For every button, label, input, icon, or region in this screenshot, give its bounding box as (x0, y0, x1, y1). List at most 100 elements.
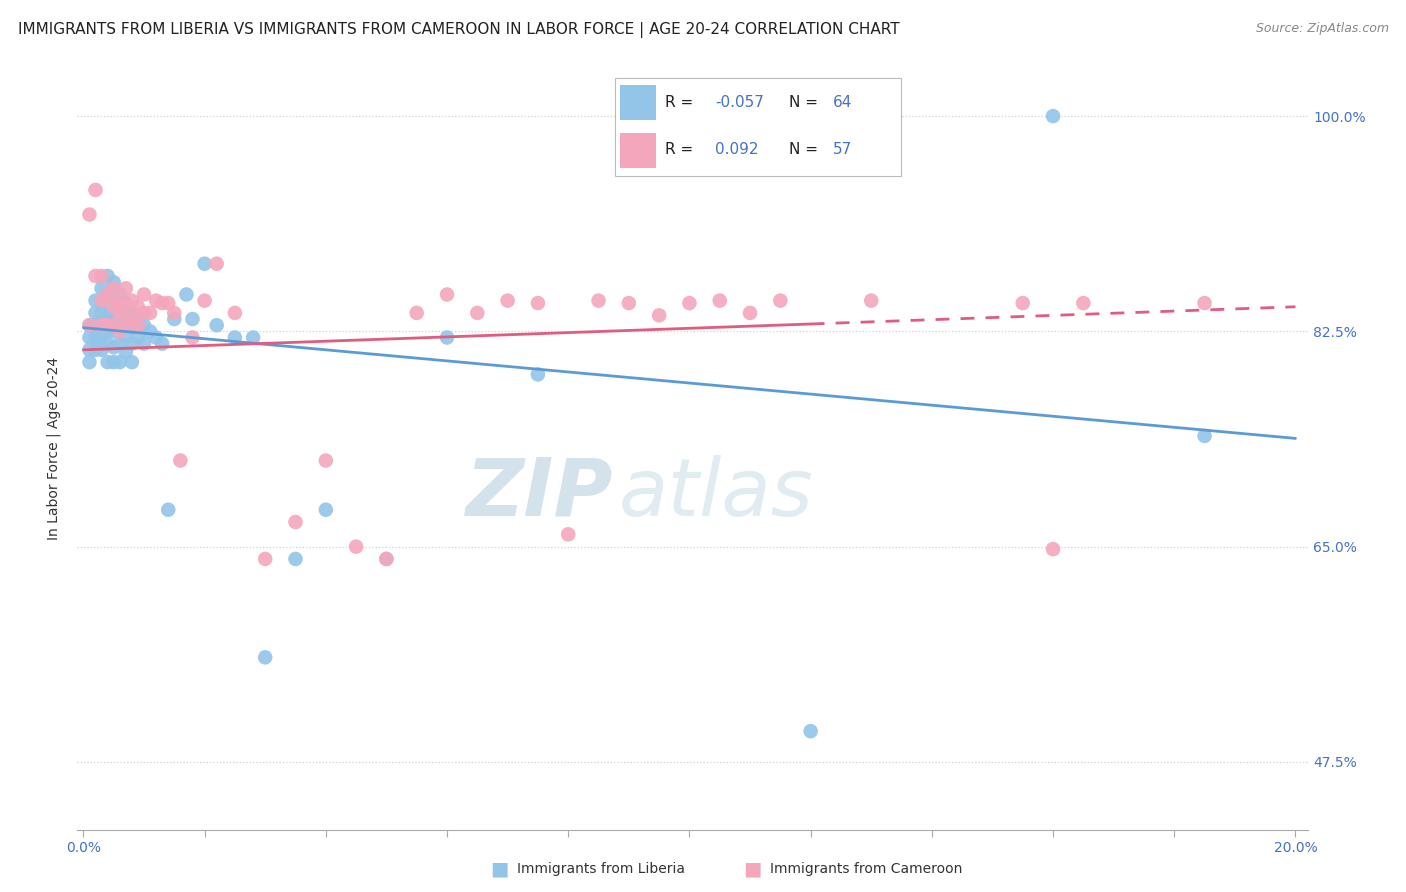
Text: N =: N = (789, 95, 823, 110)
Point (145, 293, 167, 308)
Point (157, 502, 180, 516)
Text: 0.092: 0.092 (716, 142, 758, 157)
Point (103, 281, 125, 295)
Point (79, 355, 101, 369)
Text: Source: ZipAtlas.com: Source: ZipAtlas.com (1256, 22, 1389, 36)
Point (405, 306, 427, 320)
FancyBboxPatch shape (620, 133, 655, 168)
Point (181, 312, 204, 326)
Point (139, 324, 162, 338)
Point (1011, 296, 1033, 310)
Point (709, 293, 731, 308)
Point (344, 540, 367, 554)
Point (436, 287, 458, 301)
Point (103, 300, 125, 314)
Point (315, 453, 337, 467)
Point (181, 330, 204, 344)
Point (496, 293, 519, 308)
Point (108, 355, 131, 369)
Point (132, 318, 155, 333)
Point (97, 287, 120, 301)
Point (90, 293, 112, 308)
Text: 57: 57 (832, 142, 852, 157)
Point (375, 552, 398, 566)
Point (800, 724, 823, 739)
Point (132, 287, 155, 301)
Point (103, 309, 125, 323)
Text: 64: 64 (832, 95, 852, 110)
Point (84, 343, 107, 357)
Point (1073, 296, 1095, 310)
Point (108, 287, 131, 301)
Point (114, 312, 136, 326)
Point (157, 296, 180, 310)
Point (90, 318, 112, 333)
Point (176, 287, 198, 301)
Point (163, 312, 186, 326)
Point (205, 257, 228, 271)
Point (114, 281, 136, 295)
Text: ■: ■ (489, 859, 509, 879)
Point (90, 281, 112, 295)
Text: R =: R = (665, 95, 697, 110)
Point (97, 306, 120, 320)
Point (108, 336, 131, 351)
Point (103, 293, 125, 308)
Y-axis label: In Labor Force | Age 20-24: In Labor Force | Age 20-24 (46, 357, 62, 540)
Point (194, 257, 217, 271)
Point (84, 293, 107, 308)
Point (114, 345, 136, 359)
Point (242, 330, 264, 344)
Text: -0.057: -0.057 (716, 95, 763, 110)
Point (103, 355, 125, 369)
Point (84, 306, 107, 320)
Point (79, 343, 101, 357)
Point (150, 336, 173, 351)
Point (121, 306, 143, 320)
Point (79, 207, 101, 221)
Point (90, 268, 112, 283)
Point (97, 287, 120, 301)
Point (224, 330, 246, 344)
Point (84, 268, 107, 283)
Point (97, 268, 120, 283)
Point (90, 318, 112, 333)
Point (163, 306, 186, 320)
Point (97, 355, 120, 369)
Point (108, 306, 131, 320)
Point (103, 318, 125, 333)
Point (315, 502, 337, 516)
Point (90, 293, 112, 308)
Text: ■: ■ (742, 859, 762, 879)
Point (284, 515, 307, 529)
Point (90, 343, 112, 357)
Point (375, 552, 398, 566)
Point (527, 368, 550, 382)
FancyBboxPatch shape (614, 78, 901, 177)
Point (114, 318, 136, 333)
Point (103, 340, 125, 354)
Text: Immigrants from Cameroon: Immigrants from Cameroon (770, 862, 963, 876)
Point (150, 296, 173, 310)
Point (1194, 429, 1216, 443)
Point (738, 306, 761, 320)
Point (1194, 296, 1216, 310)
Point (557, 527, 579, 541)
Point (169, 453, 191, 467)
Point (648, 309, 671, 323)
Point (79, 318, 101, 333)
Point (254, 650, 277, 665)
Text: IMMIGRANTS FROM LIBERIA VS IMMIGRANTS FROM CAMEROON IN LABOR FORCE | AGE 20-24 C: IMMIGRANTS FROM LIBERIA VS IMMIGRANTS FR… (18, 22, 900, 38)
Point (254, 552, 277, 566)
Point (527, 296, 550, 310)
Point (1042, 542, 1064, 557)
Point (121, 312, 143, 326)
Point (103, 275, 125, 289)
Text: atlas: atlas (619, 455, 814, 533)
Point (127, 330, 149, 344)
Text: R =: R = (665, 142, 703, 157)
Point (145, 330, 167, 344)
Point (127, 318, 149, 333)
Point (127, 312, 149, 326)
Point (132, 336, 155, 351)
